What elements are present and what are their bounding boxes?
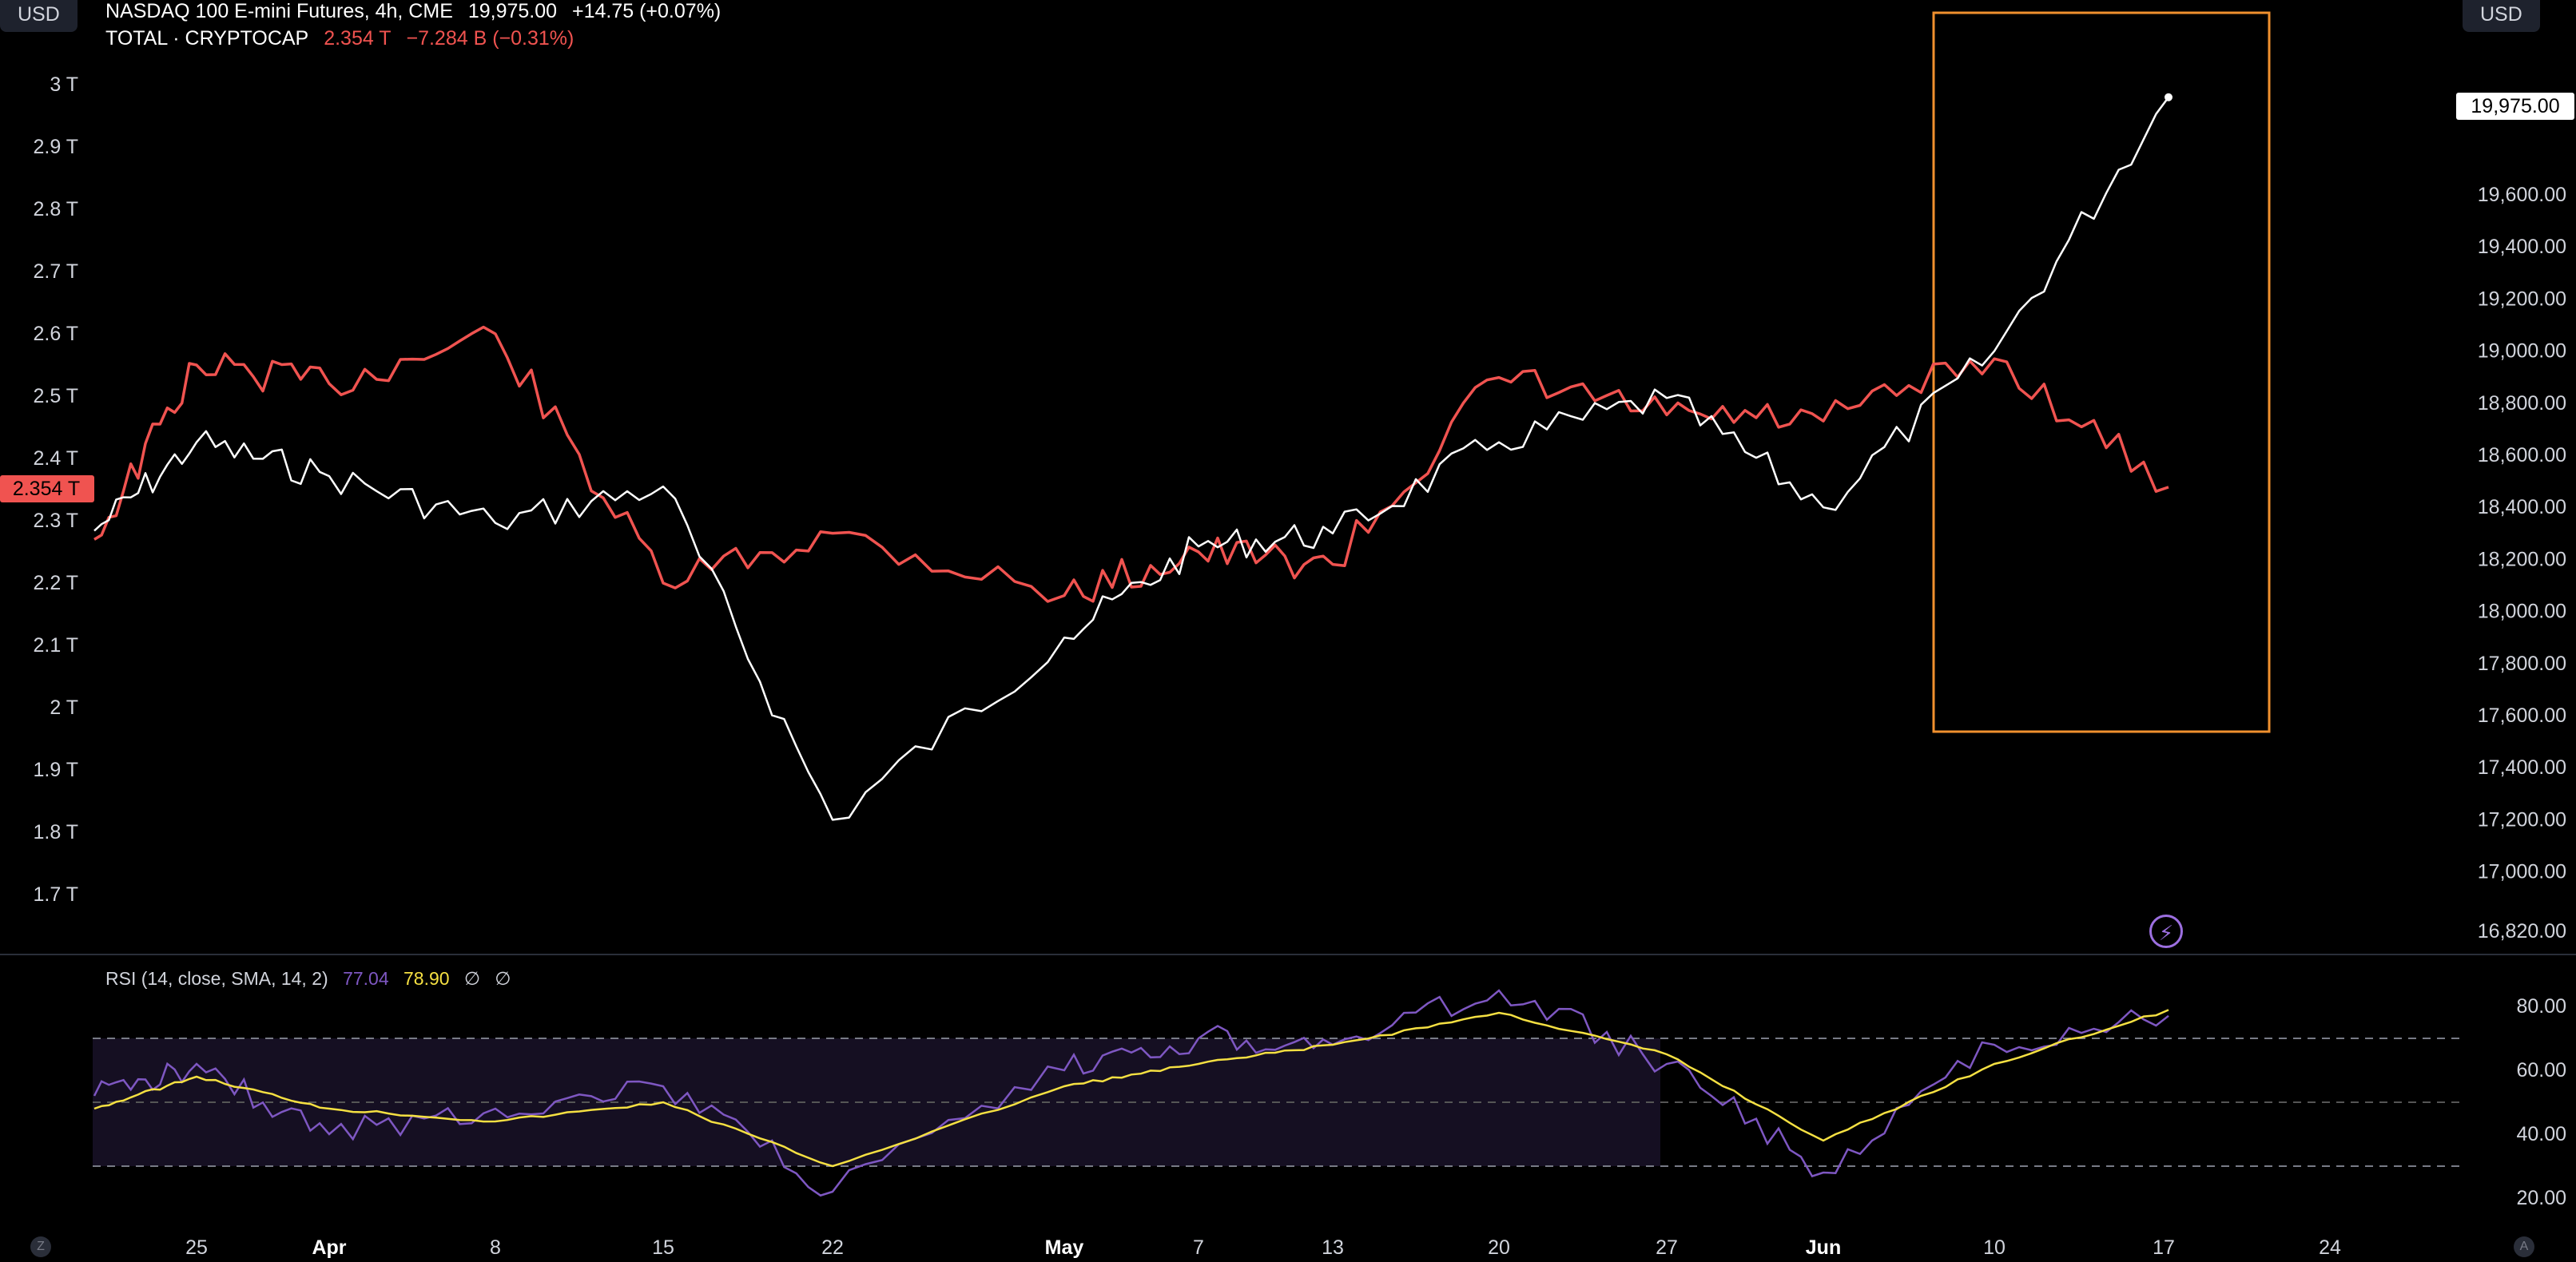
x-axis-tick: 22	[821, 1236, 844, 1259]
right-axis-tick: 17,400.00	[2478, 756, 2566, 779]
left-axis-tick: 3 T	[50, 73, 78, 96]
right-axis-tick: 18,600.00	[2478, 444, 2566, 466]
rsi-sma-series[interactable]	[93, 1009, 2169, 1168]
x-axis-tick: 24	[2319, 1236, 2341, 1259]
total-cryptocap-series[interactable]	[93, 325, 2169, 603]
legend-nasdaq-change: +14.75 (+0.07%)	[572, 0, 722, 22]
x-axis-tick: Jun	[1806, 1236, 1841, 1259]
left-axis-tick: 1.9 T	[33, 759, 78, 781]
current-price-label: 19,975.00	[2456, 93, 2574, 120]
x-axis-tick: 15	[652, 1236, 674, 1259]
left-axis-tick: 2.7 T	[33, 260, 78, 283]
current-total-text: 2.354 T	[13, 478, 80, 500]
rsi-legend-label: RSI (14, close, SMA, 14, 2)	[105, 968, 328, 989]
right-axis-tick: 19,000.00	[2478, 340, 2566, 363]
right-axis-tick: 19,600.00	[2478, 184, 2566, 206]
left-axis-tick: 1.8 T	[33, 821, 78, 843]
right-axis-tick: 17,800.00	[2478, 653, 2566, 675]
left-axis-tick: 2.6 T	[33, 323, 78, 345]
legend-nasdaq-price: 19,975.00	[467, 0, 558, 22]
last-price-dot	[2165, 93, 2173, 101]
highlight-rectangle[interactable]	[1932, 11, 2271, 733]
legend-nasdaq[interactable]: NASDAQ 100 E-mini Futures, 4h, CME 19,97…	[105, 0, 730, 23]
left-axis-tick: 1.7 T	[33, 883, 78, 906]
lightning-icon[interactable]: ⚡	[2149, 915, 2183, 948]
left-axis-tick: 2.8 T	[33, 198, 78, 220]
rsi-axis-tick: 40.00	[2516, 1123, 2566, 1145]
current-total-label: 2.354 T	[0, 475, 94, 502]
left-axis-tick: 2.1 T	[33, 634, 78, 657]
rsi-legend[interactable]: RSI (14, close, SMA, 14, 2) 77.04 78.90 …	[105, 968, 520, 990]
right-axis-tick: 18,400.00	[2478, 496, 2566, 518]
x-axis-tick: 7	[1193, 1236, 1204, 1259]
x-axis-tick: 25	[185, 1236, 208, 1259]
left-axis-tick: 2 T	[50, 696, 78, 719]
nasdaq-series[interactable]	[93, 97, 2170, 821]
left-axis-tick: 2.3 T	[33, 510, 78, 532]
right-axis-tick: 18,200.00	[2478, 548, 2566, 570]
x-axis-tick: 10	[1983, 1236, 2006, 1259]
left-axis: 3 T 2.9 T 2.8 T 2.7 T 2.6 T 2.5 T 2.4 T 2.3 T 2.…	[33, 73, 78, 906]
legend-total-price: 2.354 T	[324, 27, 392, 50]
rsi-axis-tick: 80.00	[2516, 995, 2566, 1018]
rsi-axis-tick: 60.00	[2516, 1059, 2566, 1081]
right-axis-tick: 16,820.00	[2478, 920, 2566, 943]
rsi-visibility-icon-2[interactable]: ∅	[495, 968, 511, 989]
x-axis-tick: Apr	[312, 1236, 346, 1259]
right-currency-button[interactable]: USD	[2463, 0, 2540, 32]
rsi-axis: 80.00 60.00 40.00 20.00	[2516, 995, 2566, 1209]
x-axis-tick: 20	[1488, 1236, 1510, 1259]
x-axis-tick: May	[1045, 1236, 1084, 1259]
rsi-legend-sma-value: 78.90	[403, 968, 450, 989]
x-axis-tick: 13	[1322, 1236, 1344, 1259]
current-price-text: 19,975.00	[2471, 95, 2559, 117]
legend-total[interactable]: TOTAL · CRYPTOCAP 2.354 T −7.284 B (−0.3…	[105, 27, 583, 50]
left-axis-tick: 2.4 T	[33, 447, 78, 470]
x-axis-tick: 8	[490, 1236, 501, 1259]
x-axis-tick: 27	[1656, 1236, 1678, 1259]
legend-nasdaq-name: NASDAQ 100 E-mini Futures, 4h, CME	[105, 0, 453, 22]
left-axis-tick: 2.9 T	[33, 136, 78, 158]
left-axis-tick: 2.5 T	[33, 385, 78, 407]
right-axis-tick: 19,200.00	[2478, 288, 2566, 310]
left-currency-button[interactable]: USD	[0, 0, 78, 32]
legend-total-change: −7.284 B (−0.31%)	[406, 27, 574, 50]
time-axis: 25 Apr 8 15 22 May 7 13 20 27 Jun 10 17 24	[185, 1236, 2341, 1259]
left-axis-tick: 2.2 T	[33, 572, 78, 594]
right-axis-tick: 17,000.00	[2478, 861, 2566, 883]
right-axis-tick: 19,400.00	[2478, 236, 2566, 258]
rsi-band-lines	[93, 1038, 2459, 1167]
rsi-axis-tick: 20.00	[2516, 1187, 2566, 1209]
right-axis-tick: 18,000.00	[2478, 601, 2566, 623]
legend-total-name: TOTAL · CRYPTOCAP	[105, 27, 309, 50]
zoom-button[interactable]: Z	[30, 1236, 51, 1257]
rsi-legend-value: 77.04	[343, 968, 389, 989]
rsi-visibility-icon[interactable]: ∅	[463, 968, 481, 989]
right-axis: 19,600.00 19,400.00 19,200.00 19,000.00 18,8…	[2478, 184, 2566, 943]
right-axis-tick: 18,800.00	[2478, 392, 2566, 415]
right-axis-tick: 17,200.00	[2478, 808, 2566, 831]
rsi-series[interactable]	[93, 989, 2169, 1197]
x-axis-tick: 17	[2153, 1236, 2175, 1259]
right-axis-tick: 17,600.00	[2478, 704, 2566, 727]
auto-scale-button[interactable]: A	[2514, 1236, 2534, 1257]
